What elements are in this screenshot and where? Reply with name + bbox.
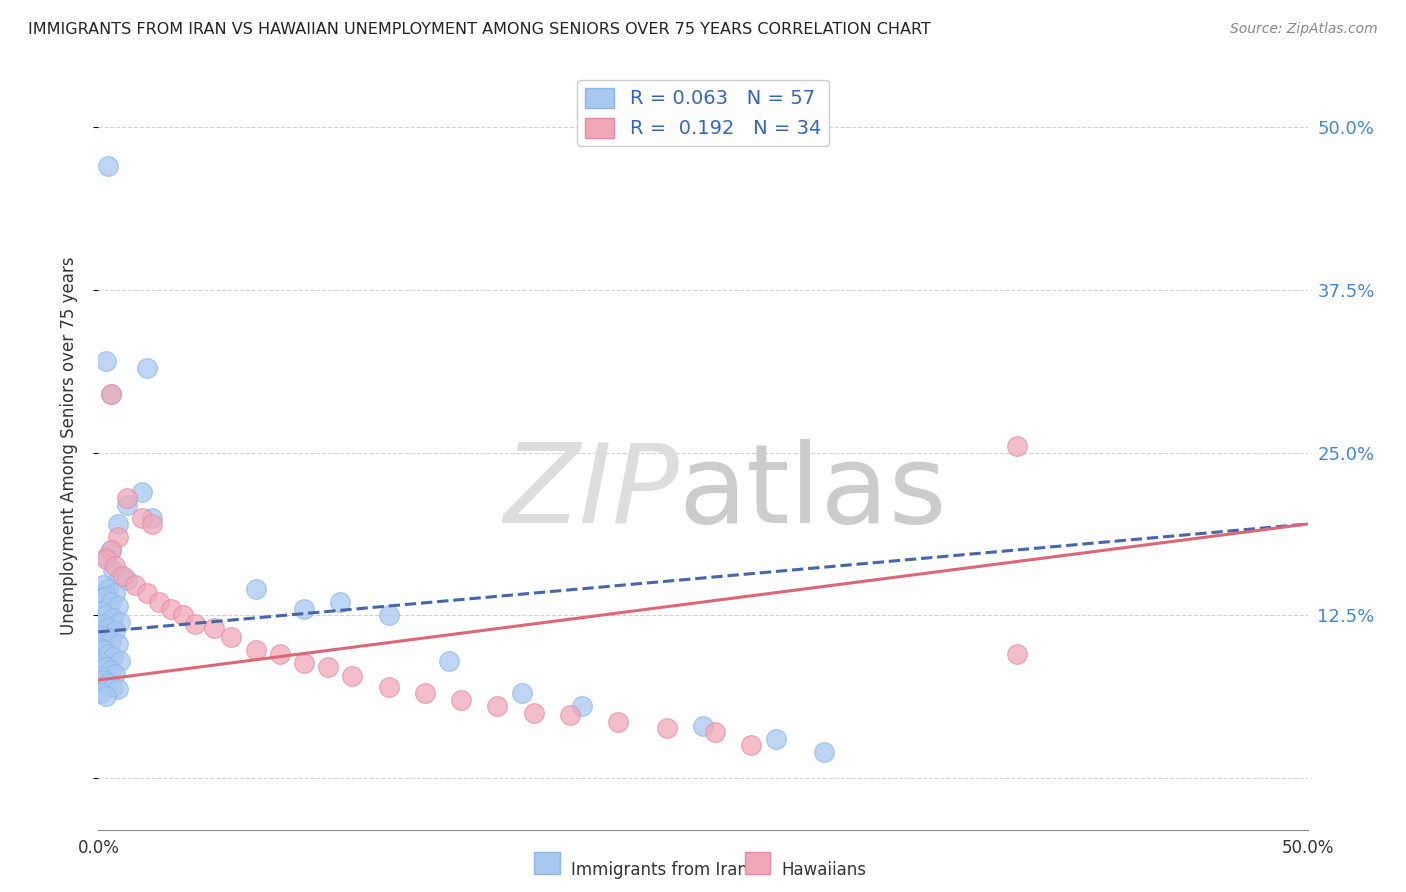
Point	[292, 601, 315, 615]
Point	[1007, 439, 1029, 453]
Point	[437, 654, 460, 668]
Point	[655, 721, 678, 735]
Point	[97, 582, 120, 596]
Point	[160, 601, 183, 615]
Point	[90, 686, 112, 700]
Point	[765, 731, 787, 746]
Point	[100, 387, 122, 401]
Point	[523, 706, 546, 720]
Point	[104, 666, 127, 681]
Point	[607, 714, 630, 729]
Point	[704, 725, 727, 739]
Point	[97, 160, 120, 174]
Point	[184, 617, 207, 632]
Point	[90, 604, 112, 618]
Point	[94, 660, 117, 674]
Point	[100, 634, 122, 648]
Point	[107, 530, 129, 544]
Point	[141, 510, 163, 524]
Point	[204, 621, 226, 635]
Point	[94, 589, 117, 603]
Point	[90, 669, 112, 683]
Point	[91, 578, 114, 592]
Point	[104, 558, 127, 573]
Text: Immigrants from Iran: Immigrants from Iran	[571, 861, 748, 879]
Point	[131, 484, 153, 499]
Point	[91, 617, 114, 632]
Point	[316, 660, 339, 674]
Point	[100, 595, 122, 609]
Point	[90, 640, 112, 655]
Point	[90, 656, 112, 670]
Point	[135, 586, 157, 600]
Point	[111, 569, 134, 583]
Point	[107, 516, 129, 531]
Point	[558, 708, 581, 723]
Point	[245, 582, 267, 596]
Point	[486, 699, 509, 714]
Point	[100, 663, 122, 677]
Point	[1007, 647, 1029, 661]
Legend: R = 0.063   N = 57, R =  0.192   N = 34: R = 0.063 N = 57, R = 0.192 N = 34	[578, 79, 828, 146]
Point	[107, 637, 129, 651]
Point	[131, 510, 153, 524]
Point	[107, 682, 129, 697]
Point	[101, 680, 124, 694]
Point	[108, 654, 131, 668]
Point	[94, 630, 117, 644]
Point	[221, 630, 243, 644]
Point	[94, 354, 117, 368]
Point	[141, 516, 163, 531]
Text: Source: ZipAtlas.com: Source: ZipAtlas.com	[1230, 22, 1378, 37]
Point	[117, 573, 139, 587]
Point	[342, 669, 364, 683]
Text: Hawaiians: Hawaiians	[782, 861, 866, 879]
Point	[329, 595, 352, 609]
Point	[117, 498, 139, 512]
Point	[101, 562, 124, 576]
Point	[104, 624, 127, 638]
Point	[269, 647, 291, 661]
Point	[91, 673, 114, 687]
Point	[90, 627, 112, 641]
Point	[94, 552, 117, 566]
Text: IMMIGRANTS FROM IRAN VS HAWAIIAN UNEMPLOYMENT AMONG SENIORS OVER 75 YEARS CORREL: IMMIGRANTS FROM IRAN VS HAWAIIAN UNEMPLO…	[28, 22, 931, 37]
Point	[292, 656, 315, 670]
Point	[108, 615, 131, 629]
Point	[450, 692, 472, 706]
Point	[117, 491, 139, 505]
Point	[377, 607, 399, 622]
Point	[571, 699, 593, 714]
Point	[740, 738, 762, 752]
Point	[94, 549, 117, 564]
Point	[100, 543, 122, 558]
Point	[107, 599, 129, 613]
Point	[100, 543, 122, 558]
Point	[148, 595, 170, 609]
Point	[510, 686, 533, 700]
Point	[813, 745, 835, 759]
Point	[101, 649, 124, 664]
Point	[101, 610, 124, 624]
Point	[377, 680, 399, 694]
Y-axis label: Unemployment Among Seniors over 75 years: Unemployment Among Seniors over 75 years	[59, 257, 77, 635]
Point	[97, 675, 120, 690]
Point	[108, 569, 131, 583]
Point	[94, 689, 117, 703]
Point	[104, 586, 127, 600]
Point	[245, 643, 267, 657]
Point	[135, 361, 157, 376]
Point	[91, 591, 114, 606]
Point	[97, 621, 120, 635]
Point	[124, 578, 146, 592]
Point	[100, 387, 122, 401]
Point	[91, 643, 114, 657]
Point	[172, 607, 194, 622]
Text: atlas: atlas	[679, 439, 948, 546]
Text: ZIP: ZIP	[503, 439, 679, 546]
Point	[94, 607, 117, 622]
Point	[413, 686, 436, 700]
Point	[692, 718, 714, 732]
Point	[97, 647, 120, 661]
